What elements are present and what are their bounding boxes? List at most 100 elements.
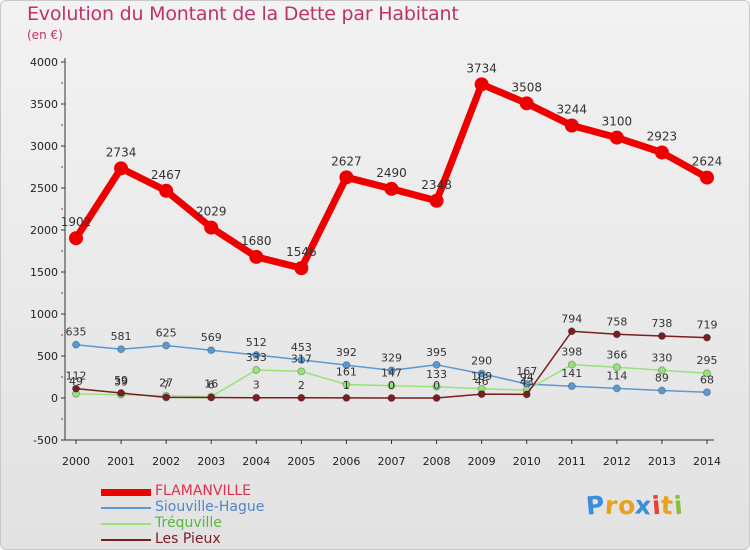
data-point xyxy=(207,346,216,355)
data-label: 3 xyxy=(253,379,260,392)
y-tick-label: 3500 xyxy=(30,98,58,111)
data-label: 133 xyxy=(426,368,447,381)
data-point xyxy=(387,394,396,402)
data-label: 1902 xyxy=(61,215,92,229)
x-tick-label: 2012 xyxy=(603,455,631,468)
data-point xyxy=(564,118,579,133)
legend-swatch xyxy=(101,488,151,496)
data-point xyxy=(657,366,666,375)
data-point xyxy=(297,367,306,376)
data-point xyxy=(342,380,351,389)
data-point xyxy=(609,130,624,145)
data-point xyxy=(519,96,534,111)
data-label: 3734 xyxy=(466,61,497,75)
y-tick-label: 1000 xyxy=(30,308,58,321)
legend-label: Siouville-Hague xyxy=(155,499,265,515)
data-point xyxy=(477,369,486,378)
data-label: 3100 xyxy=(602,115,633,129)
data-point xyxy=(703,333,711,342)
data-point xyxy=(612,330,621,339)
x-tick-label: 2005 xyxy=(287,455,315,468)
data-label: 49 xyxy=(69,375,83,388)
data-point xyxy=(162,393,171,402)
legend-label: Tréquville xyxy=(155,515,222,531)
data-point xyxy=(297,393,306,402)
data-label: 366 xyxy=(606,348,627,361)
data-label: 59 xyxy=(114,374,128,387)
x-tick-label: 2009 xyxy=(468,455,496,468)
data-point xyxy=(342,393,351,402)
legend-item: FLAMANVILLE xyxy=(101,483,401,500)
data-label: 147 xyxy=(381,367,402,380)
x-tick-label: 2008 xyxy=(423,455,451,468)
legend-item: Les Pieux xyxy=(101,531,401,548)
data-label: 89 xyxy=(655,372,669,385)
x-tick-label: 2006 xyxy=(332,455,360,468)
data-label: 317 xyxy=(291,352,312,365)
data-label: 329 xyxy=(381,351,402,364)
data-point xyxy=(252,350,261,359)
data-point xyxy=(703,369,711,378)
y-tick-label: 0 xyxy=(51,392,58,405)
data-label: 758 xyxy=(606,315,627,328)
data-label: 512 xyxy=(246,336,267,349)
data-label: 2734 xyxy=(106,145,137,159)
data-point xyxy=(117,389,126,398)
data-label: 569 xyxy=(201,331,222,344)
data-label: 395 xyxy=(426,346,447,359)
data-label: 3244 xyxy=(557,103,588,117)
logo-letter: P xyxy=(584,490,607,521)
data-label: 2624 xyxy=(692,155,723,169)
logo-letter: i xyxy=(672,490,684,521)
x-tick-label: 2001 xyxy=(107,455,135,468)
x-tick-label: 2007 xyxy=(378,455,406,468)
data-point xyxy=(477,390,486,399)
data-label: 2348 xyxy=(421,178,452,192)
data-point xyxy=(657,332,666,341)
chart-legend: FLAMANVILLE Siouville-Hague Tréquville Les … xyxy=(101,483,401,548)
data-label: 2923 xyxy=(647,129,678,143)
data-point xyxy=(162,341,171,350)
data-label: 27 xyxy=(159,377,173,390)
data-label: 719 xyxy=(697,319,718,332)
y-tick-label: -500 xyxy=(33,434,58,447)
x-tick-label: 2010 xyxy=(513,455,541,468)
data-label: 1 xyxy=(343,379,350,392)
y-tick-label: 2000 xyxy=(30,224,58,237)
data-point xyxy=(700,170,714,185)
data-point xyxy=(69,231,83,246)
data-label: 2467 xyxy=(151,168,182,182)
data-point xyxy=(387,381,396,390)
data-point xyxy=(384,181,399,196)
data-label: 738 xyxy=(651,317,672,330)
data-point xyxy=(703,388,711,397)
chart-subtitle: (en €) xyxy=(27,28,63,42)
legend-swatch xyxy=(101,523,151,525)
x-tick-label: 2013 xyxy=(648,455,676,468)
data-label: 1680 xyxy=(241,234,272,248)
data-point xyxy=(657,386,666,395)
data-point xyxy=(387,366,396,375)
data-label: 392 xyxy=(336,346,357,359)
data-label: 2490 xyxy=(376,166,407,180)
data-point xyxy=(204,220,219,235)
legend-item: Siouville-Hague xyxy=(101,499,401,516)
x-tick-label: 2004 xyxy=(242,455,270,468)
data-label: 2029 xyxy=(196,205,227,219)
data-label: 794 xyxy=(561,312,582,325)
data-label: 39 xyxy=(114,376,128,389)
y-tick-label: 4000 xyxy=(30,56,58,69)
data-point xyxy=(429,193,444,208)
data-point xyxy=(207,393,216,402)
data-label: 581 xyxy=(111,330,132,343)
data-point xyxy=(117,345,126,354)
data-label: 94 xyxy=(520,371,534,384)
chart-title: Evolution du Montant de la Dette par Hab… xyxy=(27,3,459,25)
data-point xyxy=(159,183,174,198)
data-label: 635 xyxy=(66,326,87,339)
data-label: 1546 xyxy=(286,245,317,259)
data-point xyxy=(294,261,309,276)
data-point xyxy=(474,77,489,92)
data-point xyxy=(432,394,441,402)
